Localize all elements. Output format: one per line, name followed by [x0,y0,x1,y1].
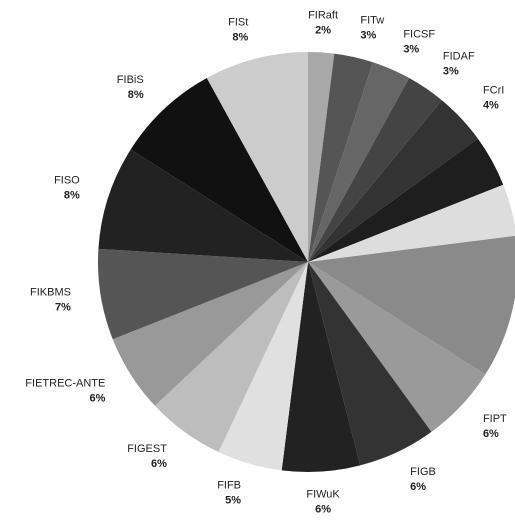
pie-slice [308,100,478,262]
slice-percent: 8% [64,190,80,202]
slice-label: FIRaft [308,9,338,21]
slice-percent: 6% [483,428,499,440]
pie-slice [308,138,504,262]
pie-slice [98,248,309,340]
pie-slice [218,262,308,471]
slice-label: FIKBMS [30,286,71,298]
slice-percent: 6% [151,458,167,470]
slice-label: FISt [228,16,248,28]
pie-slice [98,149,308,262]
pie-slice [308,262,486,432]
slice-percent: 3% [360,30,376,42]
pie-slice [308,77,442,263]
slice-percent: 6% [410,481,426,493]
slice-percent: 4% [483,100,499,112]
slice-percent: 2% [315,24,331,36]
slice-label: FIDAF [443,50,475,62]
pie-slice [308,52,335,262]
slice-label: FIWuK [306,488,340,500]
slice-percent: 6% [89,393,105,405]
pie-slice [308,62,410,262]
pie-slice [112,262,308,406]
slice-label: FIETREC-ANTE [25,378,105,390]
pie-slice [206,52,308,262]
slice-percent: 3% [403,44,419,56]
pie-slice [154,262,308,453]
slice-label: FIGEST [127,443,167,455]
slice-label: FITw [360,15,384,27]
slice-label: FIGB [410,466,436,478]
slice-label: FIFB [217,479,241,491]
slice-percent: 8% [128,89,144,101]
slice-percent: 7% [55,301,71,313]
slice-label: FCrI [483,85,504,97]
slice-percent: 8% [232,31,248,43]
slice-percent: 6% [315,503,331,515]
pie-slice [130,77,308,263]
pie-slice [308,262,432,466]
pie-slice [308,235,515,375]
pie-slice [281,262,361,473]
pie-slice [308,53,373,262]
slice-percent: 3% [443,65,459,77]
slice-percent: 5% [225,494,241,506]
pie-slice [308,184,515,262]
slice-label: FIBiS [117,74,144,86]
slice-label: FICSF [403,29,435,41]
slice-label: FIPT [483,413,507,425]
slice-label: FISO [54,175,80,187]
